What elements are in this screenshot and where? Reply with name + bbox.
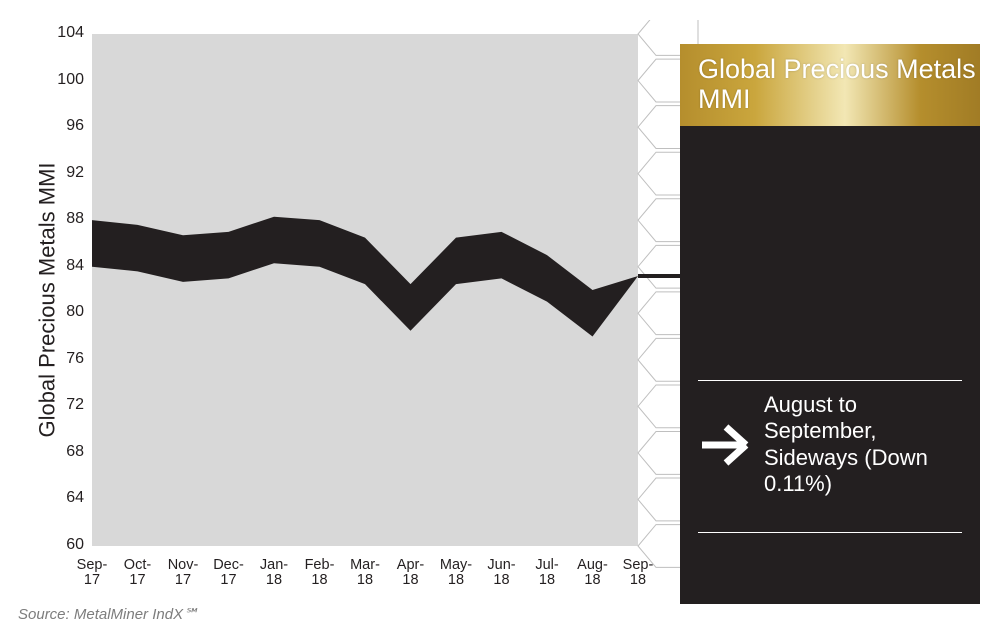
- y-tick-label: 64: [48, 489, 84, 507]
- chart-panel: Global Precious Metals MMI 6064687276808…: [18, 20, 718, 620]
- figure-root: Global Precious Metals MMI 60 64 68 72 76 80 8…: [0, 0, 1000, 633]
- summary-divider-top: [698, 380, 962, 381]
- y-tick-label: 84: [48, 257, 84, 275]
- x-tick-label: Mar-18: [345, 558, 385, 588]
- summary-divider-bottom: [698, 532, 962, 533]
- x-tick-label: Jul-18: [527, 558, 567, 588]
- summary-title-text: Global Precious Metals MMI: [698, 55, 980, 114]
- trend-text: August to September, Sideways (Down 0.11…: [764, 392, 962, 498]
- y-tick-label: 60: [48, 536, 84, 554]
- y-tick-label: 104: [48, 24, 84, 42]
- summary-title: Global Precious Metals MMI: [680, 44, 980, 126]
- y-tick-label: 88: [48, 210, 84, 228]
- y-tick-label: 68: [48, 443, 84, 461]
- x-tick-label: Feb-18: [300, 558, 340, 588]
- chart-svg: [18, 20, 718, 600]
- x-tick-label: Jun-18: [482, 558, 522, 588]
- x-tick-label: Jan-18: [254, 558, 294, 588]
- source-caption: Source: MetalMiner IndX℠: [18, 605, 198, 623]
- y-tick-label: 92: [48, 164, 84, 182]
- y-tick-label: 76: [48, 350, 84, 368]
- x-tick-label: May-18: [436, 558, 476, 588]
- x-tick-label: Apr-18: [391, 558, 431, 588]
- x-tick-label: Nov-17: [163, 558, 203, 588]
- x-tick-label: Sep-17: [72, 558, 112, 588]
- y-tick-label: 96: [48, 117, 84, 135]
- x-tick-label: Sep-18: [618, 558, 658, 588]
- summary-card: Global Precious Metals MMI August to Sep…: [680, 44, 980, 604]
- y-tick-label: 100: [48, 71, 84, 89]
- y-tick-label: 72: [48, 396, 84, 414]
- x-tick-label: Oct-17: [118, 558, 158, 588]
- trend-row: August to September, Sideways (Down 0.11…: [698, 392, 962, 498]
- x-tick-label: Dec-17: [209, 558, 249, 588]
- y-tick-label: 80: [48, 303, 84, 321]
- x-tick-label: Aug-18: [573, 558, 613, 588]
- arrow-right-icon: [698, 417, 754, 473]
